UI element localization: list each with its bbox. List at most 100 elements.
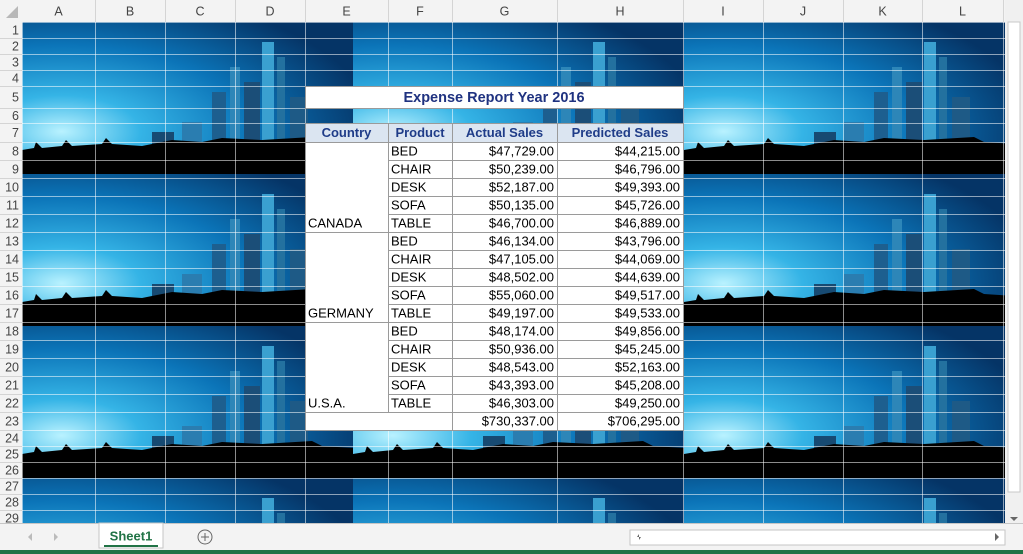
row-header: 12 [5, 216, 19, 230]
amount: $49,197.00 [489, 305, 554, 320]
product: BED [391, 143, 418, 158]
scroll-thumb[interactable] [1007, 21, 1021, 493]
total: $730,337.00 [482, 413, 554, 428]
product: CHAIR [391, 341, 431, 356]
amount: $49,393.00 [615, 179, 680, 194]
tab-prev[interactable] [28, 533, 32, 541]
amount: $52,163.00 [615, 359, 680, 374]
amount: $46,796.00 [615, 161, 680, 176]
column-header: A [54, 4, 63, 18]
row-header: 10 [5, 180, 19, 194]
product: CHAIR [391, 161, 431, 176]
row-header: 23 [5, 414, 19, 428]
column-header: D [265, 4, 274, 18]
sheet-tab-label[interactable]: Sheet1 [110, 528, 153, 543]
row-header: 19 [5, 342, 19, 356]
amount: $50,135.00 [489, 197, 554, 212]
product: SOFA [391, 287, 426, 302]
sheet-tab[interactable] [98, 522, 164, 549]
row-header: 27 [5, 479, 19, 493]
column-header: G [500, 4, 510, 18]
product: TABLE [391, 215, 432, 230]
row-header: 6 [12, 109, 19, 123]
country: U.S.A. [308, 395, 346, 410]
add-sheet[interactable] [197, 529, 213, 545]
amount: $49,250.00 [615, 395, 680, 410]
column-title: Product [395, 125, 445, 140]
amount: $44,069.00 [615, 251, 680, 266]
amount: $48,543.00 [489, 359, 554, 374]
row-header: 21 [5, 378, 19, 392]
headers: A B C D E F G H I J K L1234567891011121314151617181… [0, 0, 1004, 527]
row-header: 29 [5, 511, 19, 525]
amount: $45,245.00 [615, 341, 680, 356]
total-cell [557, 412, 684, 431]
status-bar [0, 550, 1023, 554]
column-header: I [721, 4, 724, 18]
amount: $44,215.00 [615, 143, 680, 158]
amount: $55,060.00 [489, 287, 554, 302]
scroll-right[interactable] [995, 533, 999, 541]
row-header: 20 [5, 360, 19, 374]
column-header: B [126, 4, 134, 18]
column-header: H [615, 4, 624, 18]
column-title: Country [322, 125, 373, 140]
column-title: Predicted Sales [572, 125, 669, 140]
row-header: 5 [12, 90, 19, 104]
row-header: 14 [5, 252, 19, 266]
tab-next[interactable] [54, 533, 58, 541]
column-title: Actual Sales [466, 125, 543, 140]
country-cell [305, 142, 389, 233]
amount: $49,517.00 [615, 287, 680, 302]
row-header: 8 [12, 144, 19, 158]
amount: $45,208.00 [615, 377, 680, 392]
amount: $50,936.00 [489, 341, 554, 356]
amount: $49,533.00 [615, 305, 680, 320]
amount: $48,502.00 [489, 269, 554, 284]
column-header: J [800, 4, 806, 18]
amount: $43,796.00 [615, 233, 680, 248]
column-header: K [878, 4, 887, 18]
amount: $46,303.00 [489, 395, 554, 410]
country: GERMANY [308, 305, 374, 320]
row-header: 13 [5, 234, 19, 248]
row-header: 3 [12, 55, 19, 69]
row-header: 25 [5, 447, 19, 461]
row-header: 1 [12, 23, 19, 37]
amount: $49,856.00 [615, 323, 680, 338]
cell [305, 412, 453, 431]
product: SOFA [391, 377, 426, 392]
amount: $50,239.00 [489, 161, 554, 176]
amount: $47,729.00 [489, 143, 554, 158]
row-header: 16 [5, 288, 19, 302]
column-header: C [195, 4, 204, 18]
row-header-bar [0, 22, 22, 523]
horizontal-scrollbar[interactable] [629, 529, 1006, 546]
amount: $48,174.00 [489, 323, 554, 338]
row-header: 7 [12, 126, 19, 140]
amount: $47,105.00 [489, 251, 554, 266]
product: TABLE [391, 395, 432, 410]
amount: $46,134.00 [489, 233, 554, 248]
product: DESK [391, 269, 427, 284]
row-header: 2 [12, 39, 19, 53]
product: DESK [391, 179, 427, 194]
country-cell [305, 232, 389, 323]
amount: $43,393.00 [489, 377, 554, 392]
amount: $44,639.00 [615, 269, 680, 284]
product: SOFA [391, 197, 426, 212]
amount: $46,700.00 [489, 215, 554, 230]
scroll-down[interactable] [1010, 517, 1018, 521]
product: DESK [391, 359, 427, 374]
amount: $52,187.00 [489, 179, 554, 194]
row-header: 22 [5, 396, 19, 410]
table-title: Expense Report Year 2016 [403, 90, 584, 106]
amount: $46,889.00 [615, 215, 680, 230]
amount: $45,726.00 [615, 197, 680, 212]
select-all[interactable] [6, 6, 18, 18]
product: CHAIR [391, 251, 431, 266]
product: BED [391, 233, 418, 248]
row-header: 11 [6, 198, 19, 212]
row-header: 15 [5, 270, 19, 284]
